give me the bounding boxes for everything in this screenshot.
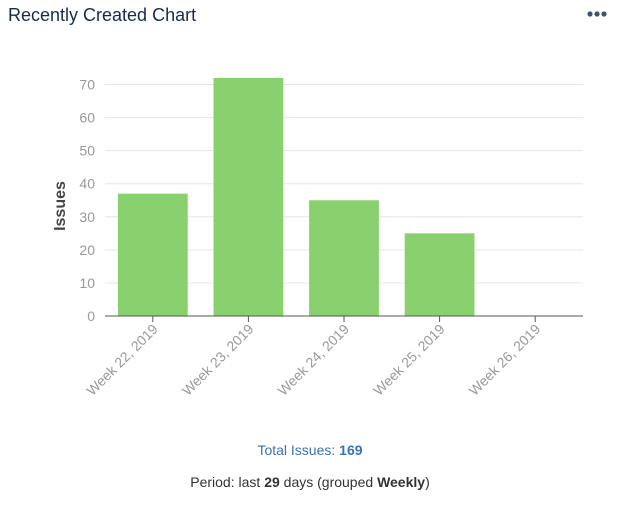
y-tick-label: 20 [79, 242, 95, 258]
gadget-title: Recently Created Chart [8, 5, 197, 25]
y-axis-title: Issues [52, 181, 69, 231]
x-tick-label: Week 24, 2019 [274, 321, 352, 399]
period-mid: days (grouped [283, 474, 374, 490]
x-tick-label: Week 26, 2019 [466, 321, 544, 399]
gadget-menu-button[interactable] [582, 3, 612, 25]
bar[interactable] [309, 200, 379, 316]
period-line: Period: last 29 days (grouped Weekly) [0, 474, 620, 490]
x-tick-label: Week 25, 2019 [370, 321, 448, 399]
gadget-header: Recently Created Chart [0, 0, 620, 34]
y-tick-label: 0 [87, 308, 95, 324]
bar[interactable] [404, 233, 475, 316]
bar[interactable] [117, 193, 188, 316]
total-issues-label: Total Issues: [257, 442, 336, 458]
y-tick-label: 10 [79, 275, 95, 291]
y-tick-label: 30 [79, 209, 95, 225]
y-tick-label: 60 [79, 110, 95, 126]
period-days: 29 [264, 474, 280, 490]
period-prefix: Period: last [190, 474, 261, 490]
x-tick-label: Week 22, 2019 [83, 321, 161, 399]
bar[interactable] [213, 77, 284, 316]
y-tick-label: 40 [79, 176, 95, 192]
y-tick-label: 70 [79, 77, 95, 93]
total-issues-line: Total Issues: 169 [0, 442, 620, 458]
period-group: Weekly [377, 474, 426, 490]
total-issues-value[interactable]: 169 [339, 442, 363, 458]
more-horizontal-icon [587, 11, 607, 17]
period-suffix: ) [425, 474, 430, 490]
y-tick-label: 50 [79, 143, 95, 159]
chart-container: 0 10 20 30 40 50 60 70 Issues Week 22, 2019 Week 2… [0, 40, 620, 430]
x-tick-label: Week 23, 2019 [179, 321, 257, 399]
